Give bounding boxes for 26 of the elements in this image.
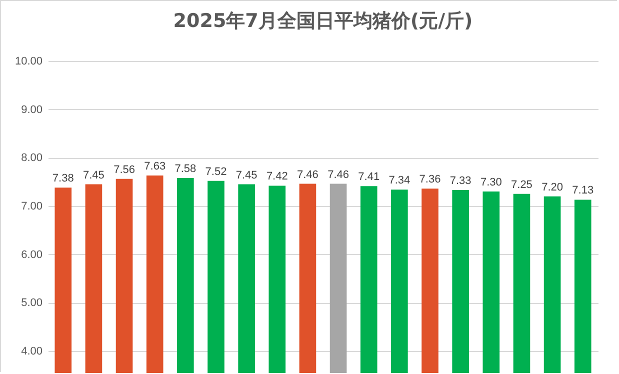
data-label: 7.33: [450, 175, 472, 188]
chart-title: 2025年7月全国日平均猪价(元/斤): [173, 10, 473, 32]
data-label: 7.45: [236, 169, 258, 182]
data-label: 7.42: [266, 170, 288, 183]
data-label: 7.13: [572, 184, 594, 197]
data-label: 7.45: [82, 169, 104, 182]
y-tick-label: 10.00: [14, 56, 42, 68]
data-label: 7.52: [205, 166, 227, 178]
data-label: 7.25: [511, 178, 532, 191]
data-label: 7.46: [297, 168, 318, 181]
y-tick-label: 8.00: [21, 152, 42, 164]
data-label: 7.41: [358, 171, 380, 184]
y-tick-label: 5.00: [21, 297, 42, 310]
data-label: 7.38: [52, 172, 74, 185]
y-tick-label: 4.00: [21, 346, 42, 358]
data-label: 7.56: [114, 164, 135, 176]
y-tick-label: 9.00: [21, 104, 42, 116]
data-label: 7.36: [419, 174, 441, 186]
y-tick-label: 7.00: [21, 200, 42, 212]
y-tick-label: 6.00: [21, 248, 42, 261]
data-label: 7.46: [328, 168, 349, 181]
data-label: 7.34: [388, 174, 410, 187]
data-label: 7.58: [174, 162, 196, 175]
data-label: 7.30: [480, 176, 502, 188]
data-label: 7.20: [542, 181, 564, 194]
data-label: 7.63: [144, 160, 166, 173]
